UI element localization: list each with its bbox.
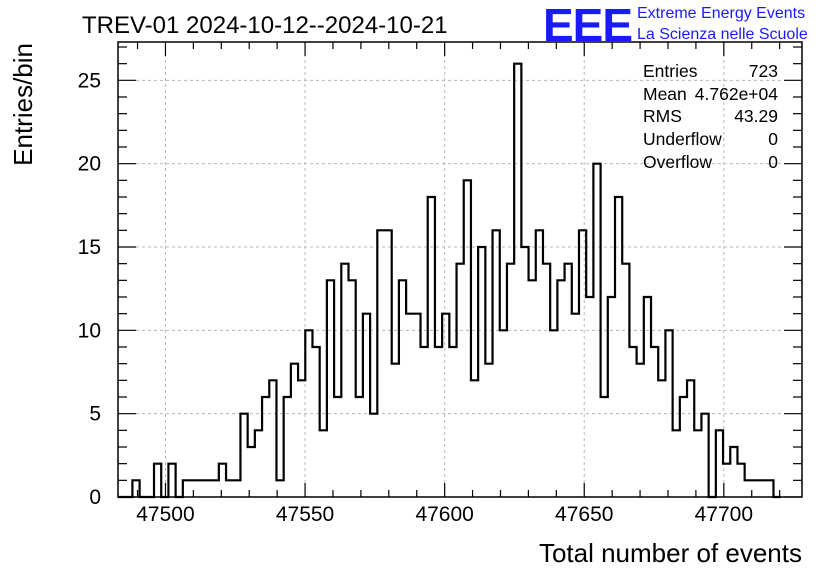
- tick-labels: 47500 47550 47600 47650 47700 0 5 10 15 20 25: [78, 69, 753, 526]
- stats-underflow-label: Underflow: [643, 129, 722, 149]
- stats-mean-value: 4.762e+04: [695, 84, 778, 104]
- y-tick-label: 0: [89, 486, 101, 509]
- histogram-bin: [723, 464, 730, 497]
- histogram-bin: [190, 480, 197, 497]
- histogram-bin: [276, 480, 283, 497]
- x-axis-title: Total number of events: [539, 538, 802, 568]
- histogram-bin: [529, 280, 536, 497]
- histogram-bin: [637, 364, 644, 497]
- stats-entries-label: Entries: [643, 61, 698, 81]
- y-tick-label: 20: [78, 153, 101, 176]
- histogram-bin: [658, 380, 665, 497]
- histogram-bin: [204, 480, 211, 497]
- histogram-bin: [421, 347, 428, 497]
- histogram-bin: [334, 397, 341, 497]
- y-tick-label: 25: [78, 69, 101, 92]
- histogram-bin: [550, 330, 557, 497]
- histogram-bin: [449, 347, 456, 497]
- histogram-bin: [226, 480, 233, 497]
- x-tick-label: 47650: [555, 503, 613, 526]
- histogram-bin: [406, 314, 413, 497]
- stats-box: Entries 723 Mean 4.762e+04 RMS 43.29 Und…: [643, 61, 778, 172]
- y-tick-label: 5: [89, 403, 101, 426]
- stats-rms-label: RMS: [643, 106, 682, 126]
- histogram-bin: [298, 380, 305, 497]
- logo-line-1: Extreme Energy Events: [637, 5, 805, 22]
- stats-rms-value: 43.29: [734, 106, 778, 126]
- histogram-bin: [320, 430, 327, 497]
- x-tick-label: 47500: [136, 503, 194, 526]
- histogram-bin: [197, 480, 204, 497]
- stats-underflow-value: 0: [768, 129, 778, 149]
- stats-overflow-value: 0: [768, 152, 778, 172]
- histogram-bin: [752, 480, 759, 497]
- stats-overflow-label: Overflow: [643, 152, 712, 172]
- y-tick-label: 15: [78, 236, 101, 259]
- eee-logo: EEE Extreme Energy Events La Scienza nel…: [543, 0, 808, 51]
- histogram-bin: [248, 447, 255, 497]
- plot-frame: [117, 41, 803, 498]
- histogram-bin: [521, 247, 528, 497]
- histogram-bin: [500, 330, 507, 497]
- histogram-bin: [629, 347, 636, 497]
- histogram-bin: [212, 480, 219, 497]
- histogram-bin: [586, 297, 593, 497]
- histogram-bin: [601, 397, 608, 497]
- stats-entries-value: 723: [749, 61, 778, 81]
- histogram-bin: [485, 364, 492, 497]
- x-tick-label: 47550: [276, 503, 334, 526]
- histogram-bin: [370, 414, 377, 497]
- histogram-bin: [745, 480, 752, 497]
- histogram-bin: [759, 480, 766, 497]
- x-tick-label: 47700: [695, 503, 753, 526]
- histogram-bin: [233, 480, 240, 497]
- histogram-bin: [694, 430, 701, 497]
- logo-line-2: La Scienza nelle Scuole: [637, 26, 808, 43]
- histogram-bin: [673, 430, 680, 497]
- histogram-bin: [356, 397, 363, 497]
- y-tick-label: 10: [78, 319, 101, 342]
- x-tick-label: 47600: [415, 503, 473, 526]
- chart-title: TREV-01 2024-10-12--2024-10-21: [82, 12, 448, 39]
- histogram-bin: [471, 380, 478, 497]
- histogram-bin: [435, 347, 442, 497]
- histogram-outline: [118, 62, 781, 499]
- stats-mean-label: Mean: [643, 84, 687, 104]
- y-axis-title: Entries/bin: [8, 43, 38, 166]
- histogram-bin: [392, 364, 399, 497]
- histogram-bin: [572, 314, 579, 497]
